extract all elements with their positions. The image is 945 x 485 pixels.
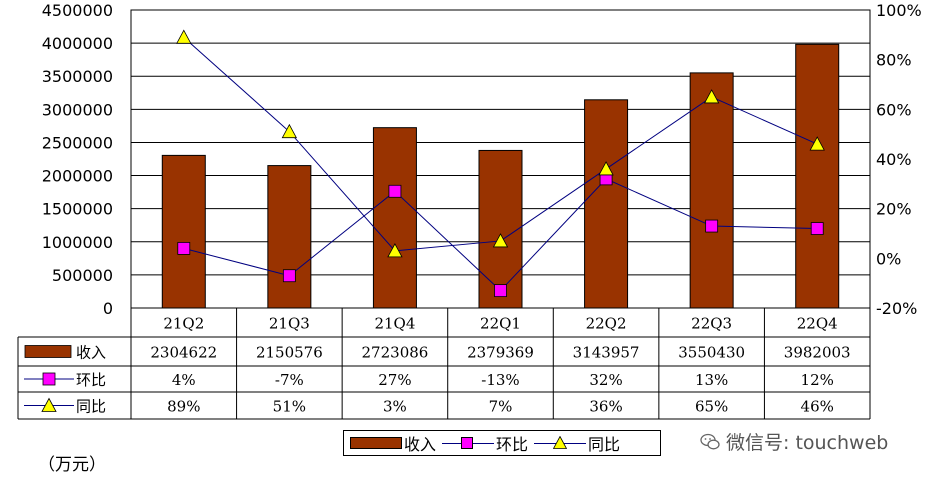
bar-revenue	[584, 99, 629, 309]
marker-yoy	[176, 29, 192, 44]
legend-yoy: 同比	[534, 431, 620, 455]
category-label: 22Q3	[691, 315, 732, 333]
left-tick-label: 2500000	[42, 133, 113, 152]
marker-yoy	[492, 233, 509, 248]
right-tick-label: 80%	[876, 51, 912, 70]
row-label: 环比	[76, 371, 106, 389]
category-label: 21Q3	[269, 315, 310, 333]
bar-revenue	[478, 149, 523, 309]
category-label: 21Q2	[163, 315, 204, 333]
marker-yoy	[281, 123, 298, 139]
table-cell: 13%	[695, 371, 728, 389]
table-cell: 12%	[801, 371, 834, 389]
chart-legend: 收入 环比 同比	[343, 430, 661, 456]
row-key-bar	[24, 345, 72, 358]
right-tick-label: 40%	[876, 150, 912, 169]
marker-yoy	[387, 243, 403, 258]
table-cell: 4%	[172, 371, 196, 389]
left-tick-label: 4500000	[42, 1, 113, 20]
right-tick-label: 100%	[876, 1, 922, 20]
table-cell: 3143957	[573, 344, 640, 362]
table-cell: 3%	[383, 398, 407, 416]
table-cell: 3982003	[784, 344, 851, 362]
row-key-marker	[42, 372, 56, 386]
row-label: 收入	[76, 344, 106, 362]
table-cell: 2304622	[150, 344, 217, 362]
marker-yoy	[703, 89, 720, 104]
legend-qoq: 环比	[442, 431, 528, 455]
bar-revenue	[689, 72, 734, 309]
left-tick-label: 0	[103, 299, 113, 318]
watermark-text: 微信号: touchweb	[726, 432, 889, 454]
bar-revenue	[267, 165, 312, 309]
table-cell: 27%	[378, 371, 411, 389]
legend-qoq-swatch	[442, 437, 495, 449]
left-tick-label: 3500000	[42, 67, 113, 86]
category-label: 21Q4	[374, 315, 415, 333]
wechat-icon	[700, 433, 720, 449]
row-key-marker	[41, 397, 57, 412]
table-cell: -7%	[275, 371, 304, 389]
table-cell: 2150576	[256, 344, 323, 362]
right-tick-label: 20%	[876, 200, 912, 219]
table-cell: 2723086	[362, 344, 429, 362]
left-tick-label: 1000000	[42, 233, 113, 252]
marker-yoy	[809, 136, 825, 151]
table-cell: 65%	[695, 398, 728, 416]
unit-label: （万元）	[38, 455, 106, 475]
marker-qoq	[388, 184, 402, 198]
legend-yoy-swatch	[534, 436, 587, 449]
right-tick-label: 60%	[876, 100, 912, 119]
table-cell: -13%	[481, 371, 519, 389]
plot-frame	[130, 9, 871, 309]
table-cell: 2379369	[467, 344, 534, 362]
table-cell: 3550430	[678, 344, 745, 362]
left-tick-label: 500000	[52, 266, 113, 285]
right-tick-label: 0%	[876, 249, 901, 268]
right-tick-label: -20%	[876, 299, 917, 318]
table-cell: 7%	[489, 398, 513, 416]
category-label: 22Q4	[797, 315, 838, 333]
marker-qoq	[494, 284, 507, 298]
legend-revenue-label: 收入	[404, 435, 437, 454]
table-cell: 89%	[167, 398, 200, 416]
marker-qoq	[705, 219, 719, 233]
marker-qoq	[177, 241, 191, 255]
left-tick-label: 4000000	[42, 34, 113, 53]
bar-revenue	[161, 154, 206, 309]
legend-bar-swatch	[350, 437, 402, 449]
marker-qoq	[282, 269, 296, 283]
row-label: 同比	[76, 398, 106, 416]
table-cell: 36%	[589, 398, 622, 416]
marker-yoy	[598, 161, 614, 176]
legend-yoy-label: 同比	[588, 435, 621, 454]
legend-revenue: 收入	[350, 431, 436, 455]
table-cell: 46%	[801, 398, 834, 416]
bar-revenue	[795, 43, 840, 309]
left-tick-label: 1500000	[42, 200, 113, 219]
left-tick-label: 3000000	[42, 100, 113, 119]
category-label: 22Q2	[586, 315, 627, 333]
table-cell: 32%	[589, 371, 622, 389]
table-cell: 51%	[273, 398, 306, 416]
category-label: 22Q1	[480, 315, 521, 333]
legend-qoq-label: 环比	[496, 435, 529, 454]
bar-revenue	[372, 127, 417, 309]
left-tick-label: 2000000	[42, 167, 113, 186]
marker-qoq	[810, 222, 824, 235]
watermark: 微信号: touchweb	[700, 428, 888, 455]
